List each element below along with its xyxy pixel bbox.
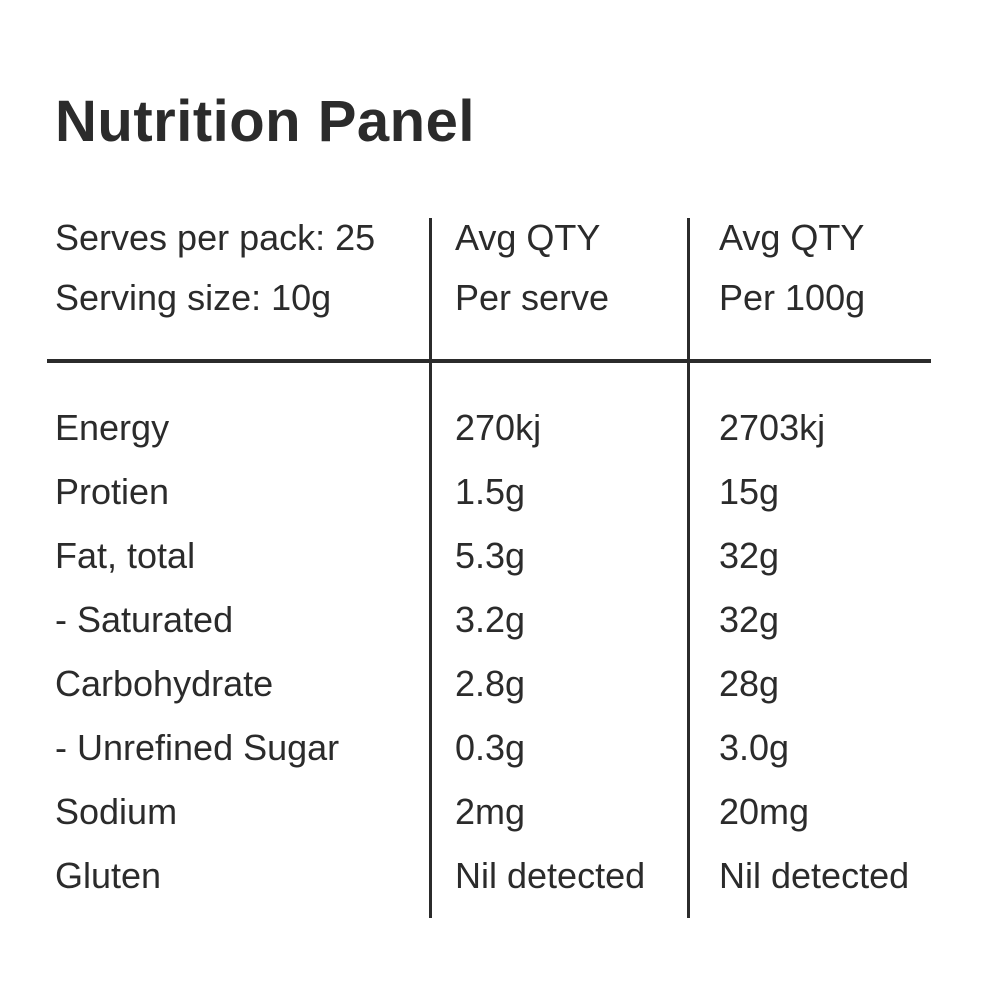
row-label: Fat, total — [55, 535, 196, 576]
row-label: Carbohydrate — [55, 663, 274, 704]
row-per-100g-value: 28g — [719, 663, 780, 704]
row-per-serve-value: 1.5g — [455, 471, 526, 512]
column-divider-per-serve — [429, 218, 432, 918]
table-body: Energy 270kj 2703kj Protien 1.5g 15g Fat… — [0, 396, 1000, 908]
header-per-100g: Avg QTY Per 100g — [688, 208, 1000, 328]
column-divider-per-100g — [687, 218, 690, 918]
header-per-serve: Avg QTY Per serve — [430, 208, 688, 328]
table-row-gluten: Gluten Nil detected Nil detected — [0, 844, 1000, 908]
table-row-energy: Energy 270kj 2703kj — [0, 396, 1000, 460]
row-per-serve-value: 0.3g — [455, 727, 526, 768]
row-label: Gluten — [55, 855, 162, 896]
header-per-100g-label: Per 100g — [719, 277, 866, 318]
nutrition-table: Serves per pack: 25 Serving size: 10g Av… — [0, 208, 1000, 908]
serving-size: Serving size: 10g — [55, 277, 332, 318]
header-per-100g-avg-qty: Avg QTY — [719, 217, 865, 258]
header-body-divider — [47, 359, 931, 363]
row-per-serve-value: 3.2g — [455, 599, 526, 640]
row-per-100g-value: 2703kj — [719, 407, 826, 448]
row-label: - Unrefined Sugar — [55, 727, 340, 768]
table-row-sodium: Sodium 2mg 20mg — [0, 780, 1000, 844]
serves-per-pack: Serves per pack: 25 — [55, 217, 376, 258]
row-per-100g-value: 3.0g — [719, 727, 790, 768]
header-per-serve-label: Per serve — [455, 277, 610, 318]
row-per-serve-value: 5.3g — [455, 535, 526, 576]
row-label: Protien — [55, 471, 170, 512]
row-per-100g-value: 20mg — [719, 791, 810, 832]
row-per-serve-value: 2mg — [455, 791, 526, 832]
table-row-fat-total: Fat, total 5.3g 32g — [0, 524, 1000, 588]
page-title: Nutrition Panel — [55, 89, 475, 154]
row-per-serve-value: Nil detected — [455, 855, 646, 896]
table-header-row: Serves per pack: 25 Serving size: 10g Av… — [0, 208, 1000, 328]
row-label: Energy — [55, 407, 170, 448]
header-serving-info: Serves per pack: 25 Serving size: 10g — [0, 208, 430, 328]
table-row-carbohydrate: Carbohydrate 2.8g 28g — [0, 652, 1000, 716]
row-per-100g-value: Nil detected — [719, 855, 910, 896]
row-label: Sodium — [55, 791, 178, 832]
header-per-serve-avg-qty: Avg QTY — [455, 217, 601, 258]
table-row-unrefined-sugar: - Unrefined Sugar 0.3g 3.0g — [0, 716, 1000, 780]
row-per-serve-value: 2.8g — [455, 663, 526, 704]
row-per-100g-value: 15g — [719, 471, 780, 512]
table-row-protien: Protien 1.5g 15g — [0, 460, 1000, 524]
row-per-100g-value: 32g — [719, 535, 780, 576]
row-per-serve-value: 270kj — [455, 407, 542, 448]
table-row-saturated: - Saturated 3.2g 32g — [0, 588, 1000, 652]
row-per-100g-value: 32g — [719, 599, 780, 640]
row-label: - Saturated — [55, 599, 234, 640]
